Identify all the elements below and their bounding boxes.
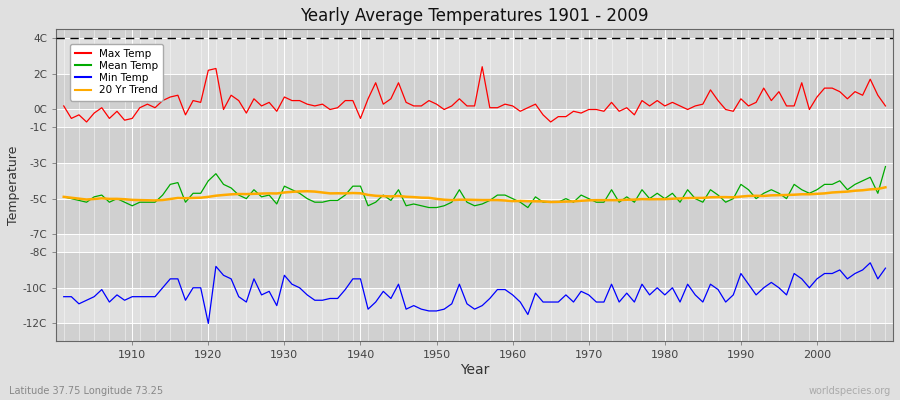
Text: Latitude 37.75 Longitude 73.25: Latitude 37.75 Longitude 73.25 bbox=[9, 386, 163, 396]
Bar bbox=[56, 74, 893, 110]
Bar bbox=[56, 288, 893, 324]
Bar bbox=[56, 29, 893, 38]
Text: worldspecies.org: worldspecies.org bbox=[809, 386, 891, 396]
Bar bbox=[56, 38, 893, 74]
Title: Yearly Average Temperatures 1901 - 2009: Yearly Average Temperatures 1901 - 2009 bbox=[301, 7, 649, 25]
X-axis label: Year: Year bbox=[460, 363, 490, 377]
Bar bbox=[56, 110, 893, 127]
Y-axis label: Temperature: Temperature bbox=[7, 146, 20, 225]
Bar bbox=[56, 252, 893, 288]
Bar bbox=[56, 127, 893, 163]
Bar bbox=[56, 324, 893, 341]
Bar bbox=[56, 163, 893, 199]
Bar bbox=[56, 234, 893, 252]
Bar bbox=[56, 199, 893, 234]
Legend: Max Temp, Mean Temp, Min Temp, 20 Yr Trend: Max Temp, Mean Temp, Min Temp, 20 Yr Tre… bbox=[69, 44, 163, 100]
